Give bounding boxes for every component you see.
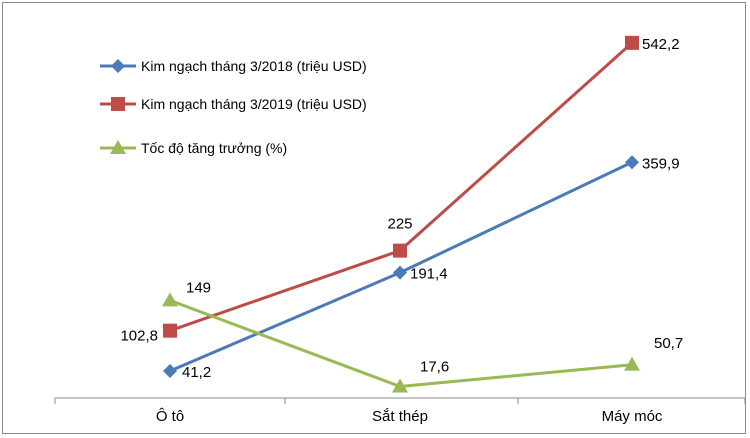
data-point [393,243,407,258]
x-tick-label: Ô tô [156,408,184,425]
legend-label: Kim ngạch tháng 3/2019 (triệu USD) [141,96,367,112]
data-label: 542,2 [642,36,680,53]
data-point [163,323,177,338]
data-point [163,364,177,379]
data-label: 191,4 [410,266,448,283]
legend-label: Kim ngạch tháng 3/2018 (triệu USD) [141,58,367,74]
legend-marker [111,97,125,111]
data-label: 50,7 [654,335,683,352]
x-tick-label: Sắt thép [372,408,428,425]
legend-marker [110,140,126,154]
data-point [393,265,407,280]
chart-frame [2,2,746,434]
data-label: 102,8 [120,328,158,345]
x-tick-label: Máy móc [602,408,663,425]
legend-marker [111,59,125,73]
data-label: 17,6 [420,358,449,375]
data-label: 149 [186,279,211,296]
data-point [625,35,639,50]
data-label: 359,9 [642,155,680,172]
data-label: 41,2 [182,364,211,381]
series-line [169,41,634,333]
data-point [162,292,178,307]
data-label: 225 [387,216,412,233]
series-line [169,299,633,388]
data-point [624,356,640,371]
legend-label: Tốc độ tăng trưởng (%) [141,140,287,156]
data-point [625,155,639,170]
data-point [392,378,408,393]
